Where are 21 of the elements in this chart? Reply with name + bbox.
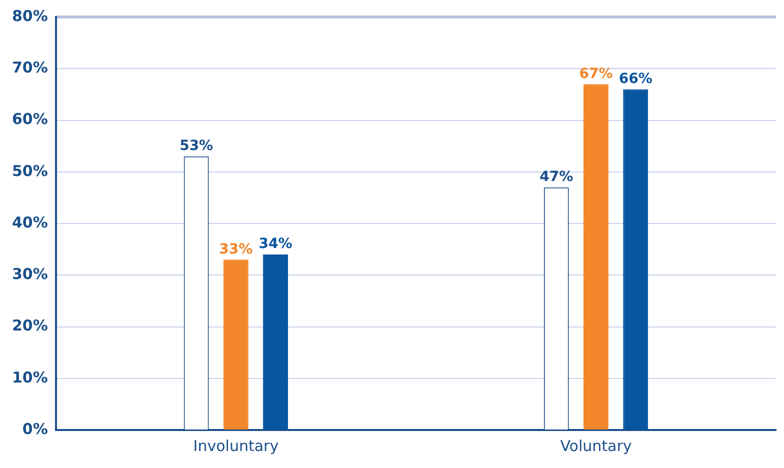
data-label: 47% — [540, 169, 574, 186]
bar — [584, 84, 608, 430]
data-label: 34% — [258, 236, 292, 252]
bar — [223, 260, 248, 430]
data-label: 33% — [219, 241, 253, 258]
x-tick-label: Voluntary — [560, 436, 632, 455]
y-tick-label: 70% — [12, 58, 48, 77]
data-label: 66% — [618, 70, 652, 87]
data-label: 67% — [579, 66, 613, 82]
y-tick-label: 80% — [12, 6, 48, 25]
y-tick-label: 40% — [12, 213, 48, 232]
y-tick-label: 0% — [22, 420, 48, 438]
bar — [623, 89, 648, 430]
y-tick-label: 10% — [12, 368, 48, 386]
x-tick-label: Involuntary — [193, 436, 279, 455]
bar — [263, 254, 288, 430]
y-tick-label: 30% — [12, 265, 48, 284]
y-tick-label: 20% — [12, 316, 48, 335]
y-tick-label: 60% — [12, 110, 48, 128]
y-tick-label: 50% — [12, 162, 48, 180]
data-label: 53% — [180, 138, 214, 154]
